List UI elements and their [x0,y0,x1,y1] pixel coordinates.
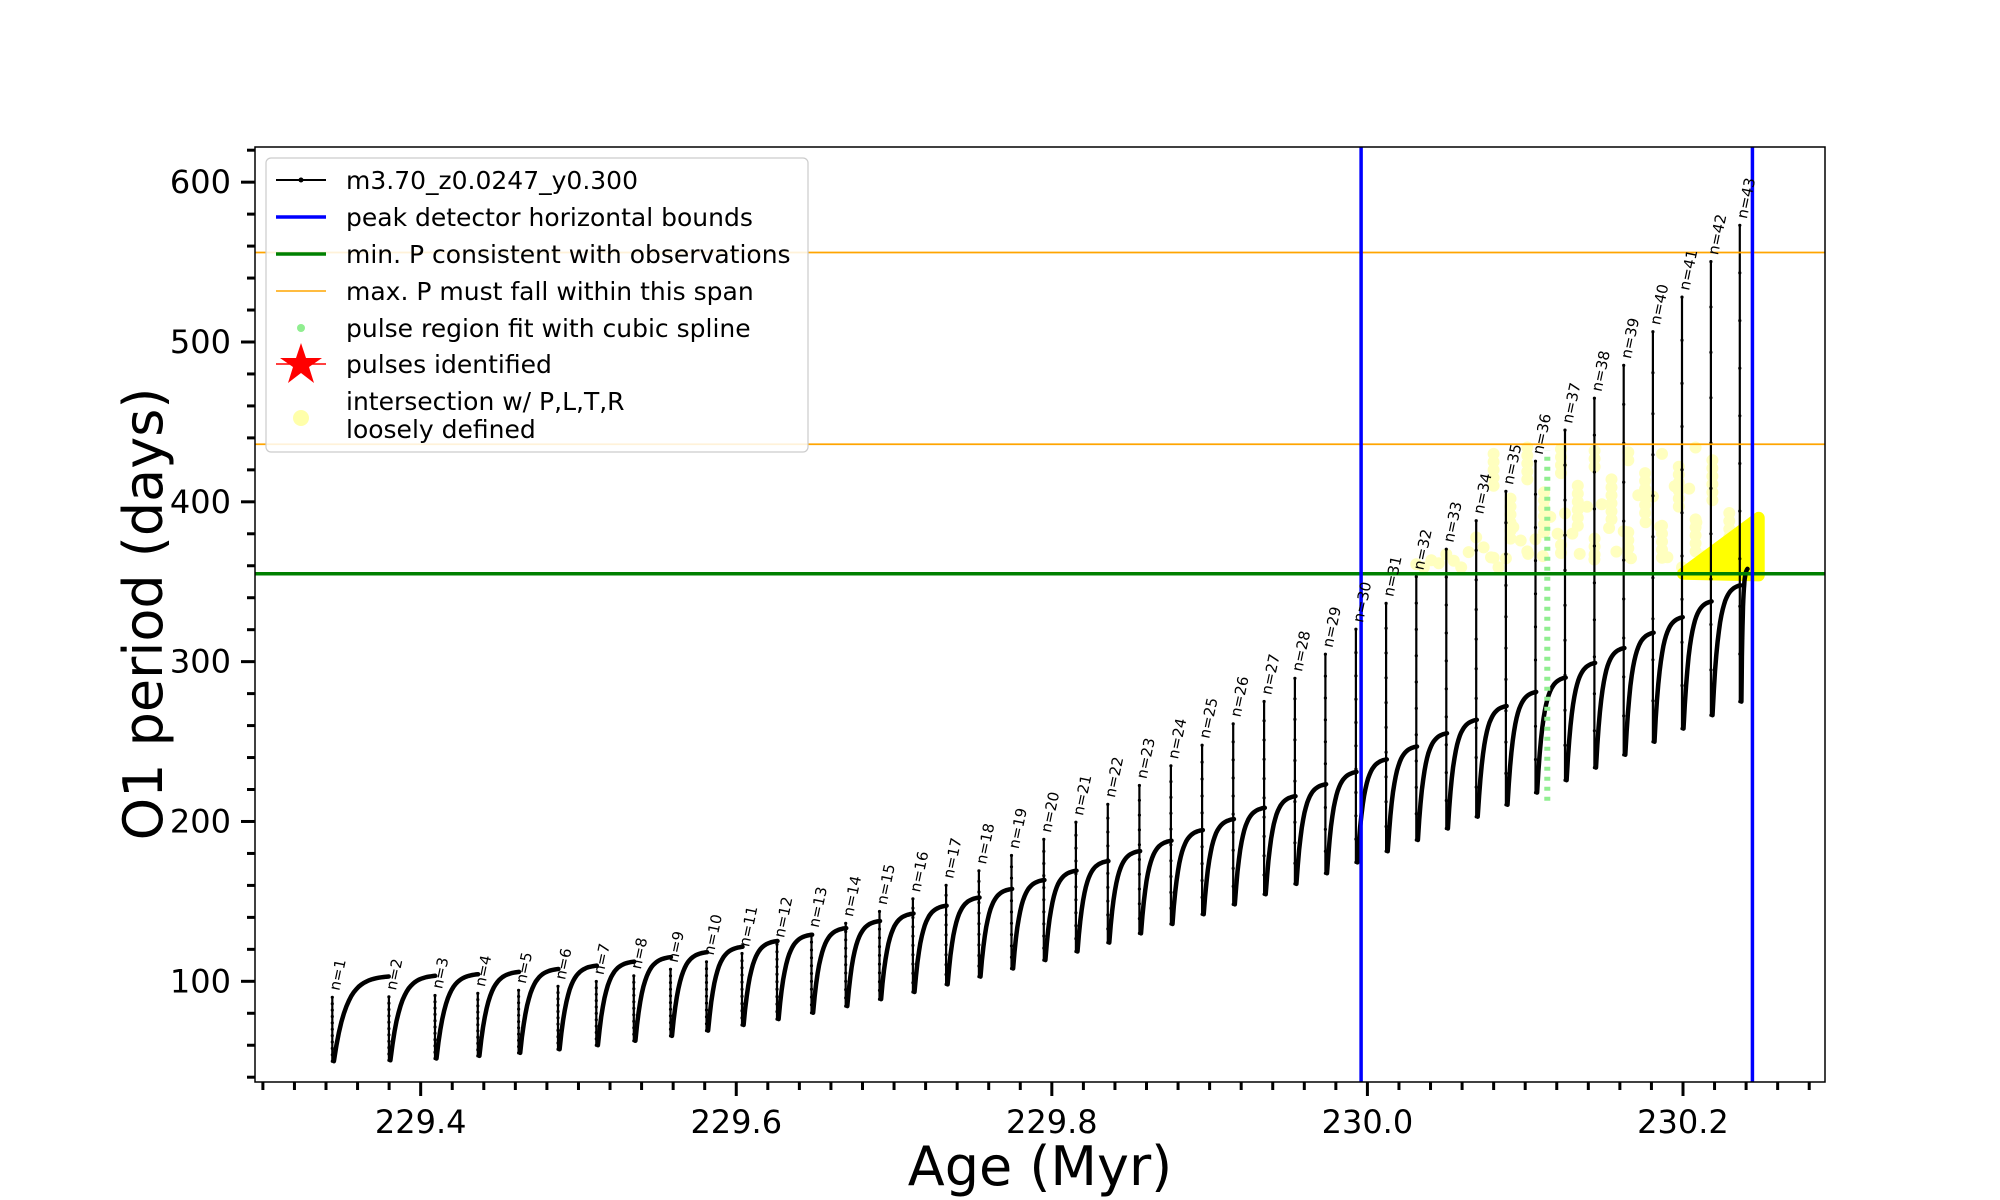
pulse-label: n=10 [700,913,726,957]
pulse-label: n=5 [512,950,536,985]
legend-box [265,157,809,453]
pulse-label: n=41 [1675,248,1701,292]
pulse-label: n=13 [805,885,831,929]
pulse-label: n=38 [1588,349,1614,393]
x-tick-label: 229.4 [375,1103,467,1141]
pulse-label: n=42 [1704,212,1730,256]
series-layer [330,223,1750,1064]
legend-marker-yellow-dot [293,410,309,426]
y-tick-label: 400 [170,483,231,521]
pulse-label: n=6 [551,947,575,982]
legend-label-pulses: pulses identified [346,350,552,379]
pulse-label: n=12 [770,895,796,939]
pulse-label: n=1 [326,957,350,992]
pulse-label: n=2 [382,957,406,992]
pulse-label: n=3 [428,956,452,991]
x-tick-label: 230.0 [1322,1103,1414,1141]
pulse-label: n=40 [1646,282,1672,326]
pulse-label: n=27 [1257,652,1283,696]
pulse-label: n=33 [1440,500,1466,544]
legend-entry-max-p: max. P must fall within this span [276,277,754,306]
y-tick-label: 200 [170,802,231,840]
legend-label-min-p: min. P consistent with observations [346,240,791,269]
pulse-label: n=34 [1469,472,1495,516]
pulse-label: n=21 [1069,773,1095,817]
legend-entry-min-p: min. P consistent with observations [276,240,791,269]
pulse-label: n=36 [1529,412,1555,456]
pulse-label: n=14 [839,874,865,918]
legend-label-loosely: loosely defined [346,415,536,444]
pulse-label: n=18 [972,822,998,866]
pulse-label: n=9 [664,929,688,964]
x-tick-label: 229.8 [1006,1103,1098,1141]
reference-lines-layer [255,147,1825,1082]
legend-label-bounds: peak detector horizontal bounds [346,203,753,232]
y-tick-label: 600 [170,163,231,201]
pulse-label: n=25 [1195,696,1221,740]
legend-entry-pulses: pulses identified [276,343,552,383]
pulse-label: n=19 [1005,806,1031,850]
x-tick-label: 229.6 [690,1103,782,1141]
x-tick-label: 230.2 [1637,1103,1729,1141]
plot-frame [254,146,1826,1083]
legend-entry-intersection: intersection w/ P,L,T,R loosely defined [293,387,625,444]
y-tick-label: 500 [170,323,231,361]
pulse-label: n=43 [1733,176,1759,220]
pulse-label: n=26 [1227,675,1253,719]
pulse-label: n=28 [1288,629,1314,673]
y-tick-label: 300 [170,643,231,681]
legend-entry-series: m3.70_z0.0247_y0.300 [276,166,638,195]
pulse-label: n=30 [1349,580,1375,624]
legend-marker-dot [298,177,304,183]
pulse-label: n=31 [1379,554,1405,598]
pulse-label: n=17 [939,836,965,880]
pulse-recovery-curves [331,566,1750,1064]
red-star-icon [280,343,322,383]
pulse-label: n=15 [873,862,899,906]
pulse-label: n=22 [1101,755,1127,799]
pulse-label: n=24 [1164,717,1190,761]
intersection-loose-points [1410,441,1736,574]
legend-entry-spline: pulse region fit with cubic spline [297,314,751,343]
pulse-label: n=4 [471,954,495,989]
y-tick-label: 100 [170,962,231,1000]
legend-label-spline: pulse region fit with cubic spline [346,314,751,343]
pulse-label: n=23 [1133,736,1159,780]
legend-label-intersection: intersection w/ P,L,T,R [346,387,625,416]
pulse-label: n=37 [1558,381,1584,425]
axes-layer: 229.4 229.6 229.8 230.0 230.2 100 200 300 400 500… [170,148,1811,1141]
legend: m3.70_z0.0247_y0.300 peak detector horiz… [265,157,809,453]
pulse-label: n=8 [627,936,651,971]
pulse-label: n=7 [590,942,614,977]
legend-label-series: m3.70_z0.0247_y0.300 [346,166,638,195]
pulse-label: n=20 [1037,790,1063,834]
pulse-label: n=16 [906,850,932,894]
legend-marker-green-dot [297,324,305,332]
legend-entry-bounds: peak detector horizontal bounds [276,203,753,232]
x-axis-label: Age (Myr) [908,1135,1173,1198]
pulse-label: n=29 [1319,605,1345,649]
pulse-label: n=39 [1617,316,1643,360]
pulse-label: n=11 [735,904,761,948]
y-axis-label: O1 period (days) [112,388,175,841]
legend-label-max-p: max. P must fall within this span [346,277,754,306]
